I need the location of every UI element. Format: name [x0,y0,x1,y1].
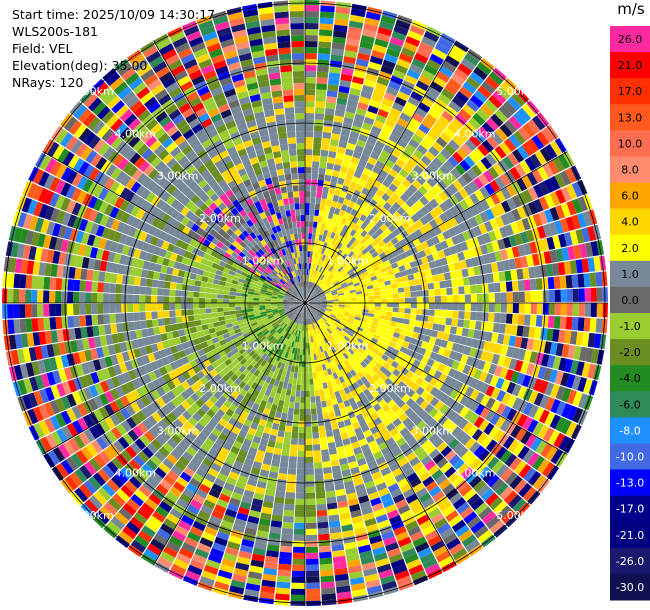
range-ring-label: 2.00km [369,382,411,395]
velocity-gates [2,0,608,606]
colorbar-tick-label: -30.0 [616,581,644,594]
colorbar-swatch [610,78,650,105]
range-grid [2,0,608,606]
range-ring-label: 4.00km [115,127,157,140]
range-ring-label: 5.00km [496,509,538,522]
colorbar-swatch [610,26,650,53]
site-name-text: WLS200s-181 [12,24,98,39]
colorbar-tick-label: -26.0 [616,555,644,568]
colorbar-swatch [610,365,650,392]
colorbar-swatch [610,156,650,184]
colorbar-swatch [610,52,650,79]
colorbar-swatch [610,260,650,288]
colorbar-tick-label: 8.0 [621,164,639,177]
colorbar-swatch [610,443,650,471]
colorbar-swatch [610,469,650,497]
range-ring-label: 5.00km [496,85,538,98]
colorbar-tick-label: -2.0 [619,346,640,359]
range-ring-label: 3.00km [412,424,454,437]
range-ring-label: 5.00km [72,509,114,522]
colorbar-swatch [610,339,650,366]
colorbar-tick-label: -10.0 [616,451,644,464]
colorbar-tick-label: 0.0 [621,294,639,307]
colorbar-tick-label: 21.0 [618,59,643,72]
range-ring-label: 3.00km [412,170,454,183]
range-ring-label: 4.00km [454,467,496,480]
colorbar-tick-label: -17.0 [616,503,644,516]
colorbar-unit: m/s [617,0,645,18]
colorbar-swatch [610,130,650,157]
nrays-text: NRays: 120 [12,75,84,90]
colorbar-swatch [610,313,650,340]
colorbar-tick-label: 6.0 [621,190,639,203]
colorbar-swatch [610,547,650,575]
colorbar-tick-label: 13.0 [618,111,643,124]
colorbar-tick-label: -8.0 [619,424,640,437]
range-ring-label: 1.00km [242,339,284,352]
colorbar-tick-label: 1.0 [621,268,639,281]
range-ring-label: 1.00km [327,255,369,268]
range-ring-label: 3.00km [157,170,199,183]
range-ring-label: 1.00km [242,255,284,268]
range-ring-label: 4.00km [454,127,496,140]
colorbar-swatch [610,104,650,131]
range-ring-label: 2.00km [199,382,241,395]
colorbar-swatch [610,573,650,601]
range-ring-label: 2.00km [369,212,411,225]
scan-info: Start time: 2025/10/09 14:30:17 WLS200s-… [12,6,215,91]
colorbar-swatch [610,208,650,236]
azimuth-line [153,40,457,566]
colorbar-tick-label: -1.0 [619,320,640,333]
colorbar-tick-label: 10.0 [618,137,643,150]
colorbar-swatch [610,521,650,549]
colorbar-swatch [610,391,650,418]
colorbar-tick-label: -4.0 [619,372,640,385]
colorbar-swatch [610,234,650,262]
range-ring-label: 4.00km [115,467,157,480]
colorbar-swatch [610,182,650,210]
velocity-colorbar: 26.0 21.0 17.0 13.0 10.0 8.0 6.0 4.0 2.0 1.0 0.0 -1… [610,26,650,601]
range-ring-label: 2.00km [199,212,241,225]
start-time-text: Start time: 2025/10/09 14:30:17 [12,7,216,22]
field-text: Field: VEL [12,41,73,56]
colorbar-swatch [610,286,650,314]
colorbar-tick-label: -21.0 [616,529,644,542]
colorbar-tick-label: -6.0 [619,398,640,411]
range-ring-label: 1.00km [327,339,369,352]
range-ring-label: 5.00km [72,85,114,98]
colorbar-swatch [610,495,650,523]
range-ring-label: 3.00km [157,424,199,437]
colorbar-swatch [610,417,650,444]
colorbar-tick-label: 26.0 [618,33,643,46]
colorbar-tick-label: 2.0 [621,242,639,255]
colorbar-tick-label: -13.0 [616,477,644,490]
elevation-text: Elevation(deg): 35.00 [12,58,148,73]
colorbar-tick-label: 4.0 [621,216,639,229]
range-ring-labels: 1.00km 1.00km 1.00km 1.00km 2.00km 2.00km 2.00… [72,85,538,522]
colorbar-tick-label: 17.0 [618,85,643,98]
